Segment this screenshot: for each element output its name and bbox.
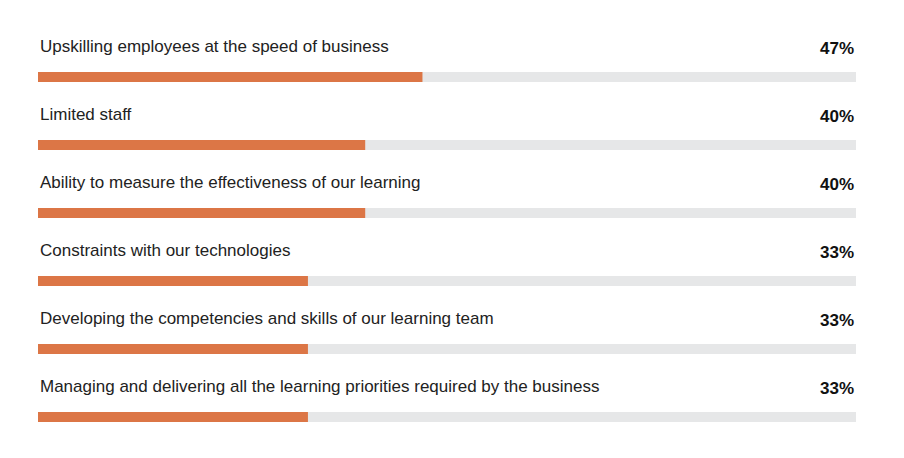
svg-text:Upskilling employees at the sp: Upskilling employees at the speed of bus… [40, 37, 389, 56]
svg-text:40%: 40% [820, 175, 854, 194]
svg-text:33%: 33% [820, 311, 854, 330]
svg-text:Ability to measure the effecti: Ability to measure the effectiveness of … [40, 173, 421, 192]
svg-text:33%: 33% [820, 243, 854, 262]
svg-text:40%: 40% [820, 107, 854, 126]
svg-text:Developing the competencies an: Developing the competencies and skills o… [40, 309, 494, 328]
svg-text:Managing and delivering all th: Managing and delivering all the learning… [40, 377, 599, 396]
svg-text:Constraints with our technolog: Constraints with our technologies [40, 241, 290, 260]
svg-text:47%: 47% [820, 39, 854, 58]
svg-text:Limited staff: Limited staff [40, 105, 132, 124]
svg-text:33%: 33% [820, 379, 854, 398]
